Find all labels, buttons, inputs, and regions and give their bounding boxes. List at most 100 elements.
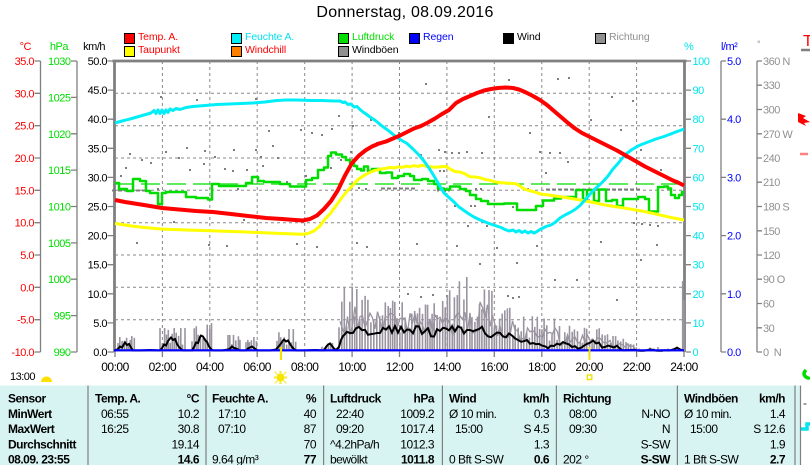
svg-text:12:00: 12:00: [386, 360, 414, 374]
svg-text:80: 80: [693, 114, 705, 126]
svg-text:240: 240: [763, 153, 780, 165]
svg-text:Windböen: Windböen: [684, 392, 738, 406]
svg-text:1030: 1030: [48, 56, 71, 68]
svg-text:3.0: 3.0: [727, 172, 741, 184]
svg-text:14:00: 14:00: [433, 360, 461, 374]
svg-text:0.0: 0.0: [20, 282, 34, 294]
svg-text:40.0: 40.0: [88, 114, 108, 126]
svg-text:5.0: 5.0: [20, 250, 34, 262]
svg-text:°C: °C: [20, 41, 32, 53]
svg-text:10.2: 10.2: [178, 407, 200, 421]
svg-text:50.0: 50.0: [88, 56, 108, 68]
svg-text:0.6: 0.6: [534, 453, 550, 465]
svg-text:-5.0: -5.0: [17, 315, 34, 327]
svg-text:120: 120: [763, 250, 780, 262]
svg-text:30.0: 30.0: [15, 88, 35, 100]
svg-text:0.3: 0.3: [534, 407, 550, 421]
svg-text:15.0: 15.0: [88, 260, 108, 272]
svg-text:%: %: [306, 392, 317, 406]
svg-text:1.3: 1.3: [534, 437, 550, 451]
svg-text:90 O: 90 O: [763, 274, 786, 286]
svg-text:S-SW: S-SW: [641, 437, 672, 451]
svg-text:bewölkt: bewölkt: [330, 453, 368, 465]
svg-text:40: 40: [693, 231, 705, 243]
svg-text:08.09. 23:55: 08.09. 23:55: [8, 453, 70, 465]
svg-text:km/h: km/h: [759, 392, 785, 406]
svg-text:77: 77: [304, 453, 317, 465]
svg-text:Wind: Wind: [449, 392, 476, 406]
svg-text:60: 60: [693, 172, 705, 184]
svg-text:km/h: km/h: [83, 41, 105, 53]
svg-text:2.7: 2.7: [770, 453, 786, 465]
svg-text:09:30: 09:30: [569, 422, 597, 436]
svg-text:0.0: 0.0: [93, 347, 107, 359]
svg-text:S 12.6: S 12.6: [753, 422, 786, 436]
svg-text:°: °: [757, 39, 761, 49]
svg-text:87: 87: [304, 422, 317, 436]
svg-text:20.0: 20.0: [88, 231, 108, 243]
svg-text:202 °: 202 °: [563, 453, 589, 465]
svg-text:0: 0: [693, 347, 699, 359]
svg-text:1.9: 1.9: [770, 437, 786, 451]
svg-text:990: 990: [54, 347, 71, 359]
svg-text:300: 300: [763, 105, 780, 117]
svg-text:^4.2hPa/h: ^4.2hPa/h: [330, 437, 379, 451]
svg-text:Ø 10 min.: Ø 10 min.: [684, 407, 732, 421]
svg-text:°C: °C: [187, 392, 200, 406]
svg-text:1005: 1005: [48, 238, 71, 250]
svg-text:30: 30: [693, 260, 705, 272]
svg-text:00:00: 00:00: [101, 360, 129, 374]
svg-text:15:00: 15:00: [455, 422, 483, 436]
svg-text:N: N: [662, 422, 670, 436]
svg-text:40: 40: [304, 407, 317, 421]
svg-text:1025: 1025: [48, 92, 71, 104]
svg-text:5.0: 5.0: [727, 56, 741, 68]
svg-text:100: 100: [693, 56, 710, 68]
svg-text:14.6: 14.6: [178, 453, 200, 465]
svg-text:270 W: 270 W: [763, 129, 793, 141]
svg-text:90: 90: [693, 85, 705, 97]
svg-text:T: T: [803, 33, 810, 50]
svg-text:06:00: 06:00: [243, 360, 271, 374]
svg-text:2.0: 2.0: [727, 231, 741, 243]
svg-text:10.0: 10.0: [15, 218, 35, 230]
svg-text:km/h: km/h: [523, 392, 549, 406]
svg-text:l/m²: l/m²: [721, 41, 738, 53]
svg-text:22:00: 22:00: [623, 360, 651, 374]
svg-text:9.64 g/m³: 9.64 g/m³: [212, 453, 259, 465]
svg-text:08:00: 08:00: [291, 360, 319, 374]
svg-text:360 N: 360 N: [763, 56, 790, 68]
svg-text:MinWert: MinWert: [8, 407, 52, 421]
svg-text:1011.8: 1011.8: [401, 453, 435, 465]
svg-text:S-SW: S-SW: [641, 453, 672, 465]
svg-text:330: 330: [763, 80, 780, 92]
svg-text:10: 10: [693, 318, 705, 330]
svg-text:1020: 1020: [48, 129, 71, 141]
svg-text:06:55: 06:55: [101, 407, 129, 421]
svg-text:0.0: 0.0: [727, 347, 741, 359]
svg-text:35.0: 35.0: [15, 56, 35, 68]
svg-text:25.0: 25.0: [88, 202, 108, 214]
svg-text:10.0: 10.0: [88, 289, 108, 301]
svg-text:30: 30: [763, 323, 775, 335]
svg-text:150: 150: [763, 226, 780, 238]
svg-text:09:20: 09:20: [336, 422, 364, 436]
svg-text:1000: 1000: [48, 274, 71, 286]
svg-text:07:10: 07:10: [218, 422, 246, 436]
svg-text:17:10: 17:10: [218, 407, 246, 421]
svg-text:70: 70: [693, 143, 705, 155]
svg-text:45.0: 45.0: [88, 85, 108, 97]
svg-text:04:00: 04:00: [196, 360, 224, 374]
svg-text:1017.4: 1017.4: [400, 422, 435, 436]
svg-text:30.0: 30.0: [88, 172, 108, 184]
svg-text:1 Bft S-SW: 1 Bft S-SW: [684, 453, 740, 465]
svg-text:Temp. A.: Temp. A.: [95, 392, 141, 406]
svg-text:4.0: 4.0: [727, 114, 741, 126]
svg-text:%: %: [684, 41, 694, 53]
svg-text:MaxWert: MaxWert: [8, 422, 55, 436]
svg-text:20.0: 20.0: [15, 153, 35, 165]
svg-text:16:25: 16:25: [101, 422, 129, 436]
svg-text:20:00: 20:00: [575, 360, 603, 374]
svg-text:hPa: hPa: [50, 41, 69, 53]
svg-text:15.0: 15.0: [15, 185, 35, 197]
